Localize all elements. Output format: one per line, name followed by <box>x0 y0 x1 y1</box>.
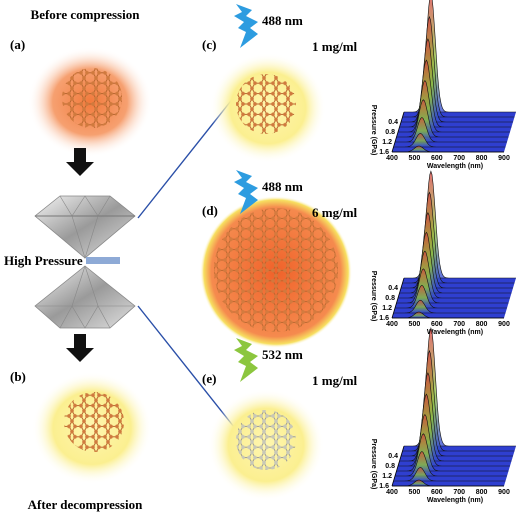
axis <box>391 111 405 153</box>
molecule <box>62 68 122 128</box>
y-axis-label: Pressure (GPa) <box>370 105 377 156</box>
diamond-top <box>34 195 136 260</box>
spectrum-curve <box>404 170 516 279</box>
x-axis-label: Wavelength (nm) <box>427 329 483 336</box>
arrow <box>66 148 94 176</box>
pressure-bar <box>86 257 120 264</box>
spectrum-curve <box>393 133 506 148</box>
panel-label: (d) <box>202 203 218 218</box>
x-tick-label: 400 <box>386 489 398 496</box>
y-tick-label: 0.8 <box>385 295 395 302</box>
y-tick-label: 0.8 <box>385 129 395 136</box>
molecule <box>214 208 338 332</box>
laser-bolt <box>234 170 258 214</box>
axis <box>391 445 405 487</box>
middle-label: High Pressure <box>4 253 83 268</box>
concentration-label: 6 mg/ml <box>312 205 358 220</box>
x-tick-label: 700 <box>453 489 465 496</box>
y-tick-label: 1.6 <box>379 483 389 490</box>
molecule <box>64 392 124 452</box>
y-tick-label: 1.6 <box>379 149 389 156</box>
molecule <box>236 74 296 134</box>
spectrum-curve <box>393 299 506 314</box>
x-tick-label: 800 <box>476 489 488 496</box>
x-tick-label: 700 <box>453 321 465 328</box>
y-tick-label: 0.4 <box>388 453 398 460</box>
spectrum-curve <box>402 349 515 452</box>
x-tick-label: 400 <box>386 321 398 328</box>
x-tick-label: 900 <box>498 321 510 328</box>
y-axis-label: Pressure (GPa) <box>370 271 377 322</box>
title-bottom: After decompression <box>28 497 143 512</box>
concentration-label: 1 mg/ml <box>312 373 358 388</box>
x-tick-label: 500 <box>409 155 421 162</box>
x-tick-label: 800 <box>476 155 488 162</box>
y-tick-label: 1.2 <box>382 305 392 312</box>
laser-bolt <box>234 338 258 382</box>
spectrum-curve <box>401 372 513 457</box>
laser-bolt <box>234 4 258 48</box>
x-tick-label: 600 <box>431 321 443 328</box>
x-axis-label: Wavelength (nm) <box>427 163 483 170</box>
arrow <box>66 334 94 362</box>
panel-label: (b) <box>10 369 26 384</box>
x-tick-label: 500 <box>409 489 421 496</box>
y-tick-label: 0.4 <box>388 119 398 126</box>
y-tick-label: 0.8 <box>385 463 395 470</box>
panel-label: (c) <box>202 37 216 52</box>
spectrum-curve <box>402 191 515 284</box>
x-tick-label: 800 <box>476 321 488 328</box>
spectrum-curve <box>401 38 513 123</box>
x-tick-label: 500 <box>409 321 421 328</box>
spectrum-curve <box>402 15 515 118</box>
diamond-bottom <box>34 265 136 329</box>
spectrum-curve <box>393 467 506 482</box>
axis <box>391 277 405 319</box>
y-axis-label: Pressure (GPa) <box>370 439 377 490</box>
y-tick-label: 0.4 <box>388 285 398 292</box>
molecule <box>236 410 296 470</box>
x-axis-label: Wavelength (nm) <box>427 497 483 504</box>
laser-label: 488 nm <box>262 13 303 28</box>
x-tick-label: 700 <box>453 155 465 162</box>
panel-label: (e) <box>202 371 216 386</box>
x-tick-label: 600 <box>431 155 443 162</box>
title-top: Before compression <box>31 7 141 22</box>
y-tick-label: 1.2 <box>382 473 392 480</box>
concentration-label: 1 mg/ml <box>312 39 358 54</box>
x-tick-label: 900 <box>498 489 510 496</box>
x-tick-label: 900 <box>498 155 510 162</box>
x-tick-label: 400 <box>386 155 398 162</box>
laser-label: 488 nm <box>262 179 303 194</box>
y-tick-label: 1.2 <box>382 139 392 146</box>
laser-label: 532 nm <box>262 347 303 362</box>
x-tick-label: 600 <box>431 489 443 496</box>
panel-label: (a) <box>10 37 25 52</box>
y-tick-label: 1.6 <box>379 315 389 322</box>
